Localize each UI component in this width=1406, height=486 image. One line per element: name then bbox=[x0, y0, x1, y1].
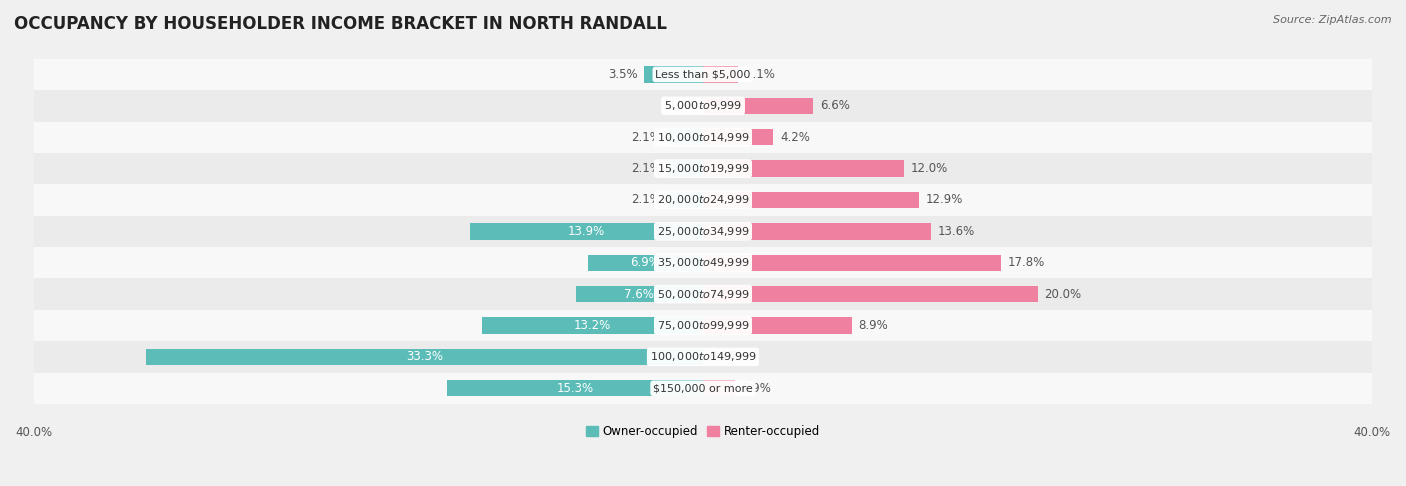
Text: 15.3%: 15.3% bbox=[557, 382, 593, 395]
Text: $20,000 to $24,999: $20,000 to $24,999 bbox=[657, 193, 749, 207]
Bar bbox=[34, 247, 1372, 278]
Text: 3.5%: 3.5% bbox=[609, 68, 638, 81]
Text: $35,000 to $49,999: $35,000 to $49,999 bbox=[657, 256, 749, 269]
Text: 2.1%: 2.1% bbox=[745, 68, 775, 81]
Bar bbox=[482, 317, 703, 334]
Text: 17.8%: 17.8% bbox=[1008, 256, 1045, 269]
Bar bbox=[34, 310, 1372, 341]
Bar bbox=[34, 184, 1372, 216]
Text: $100,000 to $149,999: $100,000 to $149,999 bbox=[650, 350, 756, 364]
Bar bbox=[588, 255, 703, 271]
Text: Source: ZipAtlas.com: Source: ZipAtlas.com bbox=[1274, 15, 1392, 25]
Text: 13.6%: 13.6% bbox=[938, 225, 974, 238]
Bar bbox=[644, 66, 703, 83]
Bar bbox=[703, 129, 773, 145]
Text: 40.0%: 40.0% bbox=[15, 426, 52, 439]
Text: 7.6%: 7.6% bbox=[624, 288, 654, 301]
Bar bbox=[703, 223, 931, 240]
Bar bbox=[703, 317, 852, 334]
Bar bbox=[703, 286, 1038, 302]
Bar bbox=[34, 216, 1372, 247]
Text: 6.9%: 6.9% bbox=[630, 256, 661, 269]
Bar bbox=[34, 122, 1372, 153]
Bar bbox=[668, 160, 703, 177]
Text: $150,000 or more: $150,000 or more bbox=[654, 383, 752, 393]
Bar bbox=[703, 192, 920, 208]
Bar bbox=[34, 90, 1372, 122]
Bar bbox=[668, 192, 703, 208]
Text: $25,000 to $34,999: $25,000 to $34,999 bbox=[657, 225, 749, 238]
Text: $5,000 to $9,999: $5,000 to $9,999 bbox=[664, 99, 742, 112]
Text: 2.1%: 2.1% bbox=[631, 162, 661, 175]
Bar bbox=[703, 66, 738, 83]
Bar bbox=[34, 341, 1372, 373]
Bar bbox=[668, 129, 703, 145]
Text: 0.0%: 0.0% bbox=[666, 99, 696, 112]
Text: 1.9%: 1.9% bbox=[741, 382, 772, 395]
Text: 12.9%: 12.9% bbox=[925, 193, 963, 207]
Legend: Owner-occupied, Renter-occupied: Owner-occupied, Renter-occupied bbox=[581, 420, 825, 443]
Text: 2.1%: 2.1% bbox=[631, 131, 661, 144]
Text: 20.0%: 20.0% bbox=[1045, 288, 1081, 301]
Text: $15,000 to $19,999: $15,000 to $19,999 bbox=[657, 162, 749, 175]
Text: $10,000 to $14,999: $10,000 to $14,999 bbox=[657, 131, 749, 144]
Text: 12.0%: 12.0% bbox=[911, 162, 948, 175]
Text: 8.9%: 8.9% bbox=[859, 319, 889, 332]
Text: 0.0%: 0.0% bbox=[710, 350, 740, 364]
Text: 33.3%: 33.3% bbox=[406, 350, 443, 364]
Text: OCCUPANCY BY HOUSEHOLDER INCOME BRACKET IN NORTH RANDALL: OCCUPANCY BY HOUSEHOLDER INCOME BRACKET … bbox=[14, 15, 666, 33]
Bar bbox=[703, 160, 904, 177]
Bar bbox=[703, 380, 735, 397]
Text: $50,000 to $74,999: $50,000 to $74,999 bbox=[657, 288, 749, 301]
Bar bbox=[703, 255, 1001, 271]
Bar bbox=[34, 278, 1372, 310]
Text: 6.6%: 6.6% bbox=[820, 99, 851, 112]
Bar bbox=[146, 349, 703, 365]
Bar bbox=[34, 59, 1372, 90]
Text: Less than $5,000: Less than $5,000 bbox=[655, 69, 751, 79]
Text: 13.2%: 13.2% bbox=[574, 319, 612, 332]
Bar bbox=[703, 98, 814, 114]
Text: 4.2%: 4.2% bbox=[780, 131, 810, 144]
Bar bbox=[576, 286, 703, 302]
Text: 13.9%: 13.9% bbox=[568, 225, 606, 238]
Text: 40.0%: 40.0% bbox=[1354, 426, 1391, 439]
Bar bbox=[34, 373, 1372, 404]
Bar bbox=[447, 380, 703, 397]
Text: $75,000 to $99,999: $75,000 to $99,999 bbox=[657, 319, 749, 332]
Bar bbox=[34, 153, 1372, 184]
Text: 2.1%: 2.1% bbox=[631, 193, 661, 207]
Bar bbox=[471, 223, 703, 240]
